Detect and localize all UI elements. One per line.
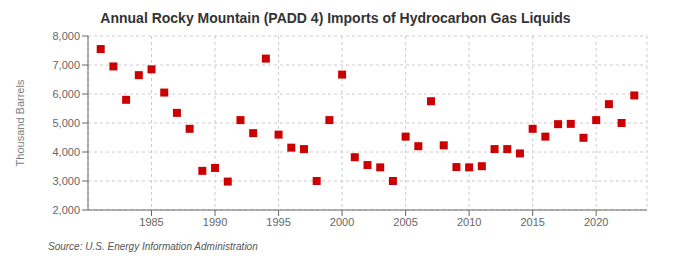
html-text:Annual Rocky Mountain (PADD 4): Annual Rocky Mountain (PADD 4) Imports o… — [100, 10, 571, 26]
svg-text:1990: 1990 — [203, 216, 227, 228]
svg-text:4,000: 4,000 — [52, 146, 80, 158]
svg-text:7,000: 7,000 — [52, 59, 80, 71]
svg-text:2020: 2020 — [584, 216, 608, 228]
svg-text:2000: 2000 — [330, 216, 354, 228]
svg-text:1995: 1995 — [266, 216, 290, 228]
svg-text:2010: 2010 — [457, 216, 481, 228]
svg-text:Thousand Barrels: Thousand Barrels — [14, 79, 26, 166]
svg-text:3,000: 3,000 — [52, 175, 80, 187]
svg-text:6,000: 6,000 — [52, 88, 80, 100]
svg-text:2015: 2015 — [520, 216, 544, 228]
svg-text:2,000: 2,000 — [52, 204, 80, 216]
svg-text:2005: 2005 — [393, 216, 417, 228]
svg-text:5,000: 5,000 — [52, 117, 80, 129]
svg-text:8,000: 8,000 — [52, 30, 80, 42]
html-text:Source: U.S. Energy Informatio: Source: U.S. Energy Information Administ… — [48, 241, 258, 252]
svg-text:1985: 1985 — [139, 216, 163, 228]
